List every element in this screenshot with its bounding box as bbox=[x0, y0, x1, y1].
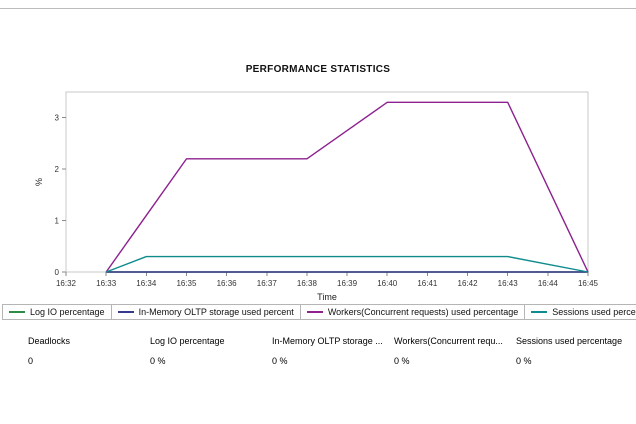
stats-row: Deadlocks 0 Log IO percentage 0 % In-Mem… bbox=[28, 336, 636, 366]
stat-deadlocks: Deadlocks 0 bbox=[28, 336, 150, 366]
legend-swatch-workers bbox=[306, 311, 323, 313]
stat-value: 0 % bbox=[272, 356, 288, 366]
svg-text:Time: Time bbox=[317, 292, 337, 300]
svg-text:16:38: 16:38 bbox=[297, 279, 318, 288]
svg-text:16:45: 16:45 bbox=[578, 279, 599, 288]
legend-label: Sessions used percentage bbox=[552, 307, 636, 317]
svg-text:16:36: 16:36 bbox=[217, 279, 238, 288]
svg-text:16:39: 16:39 bbox=[337, 279, 358, 288]
svg-text:16:43: 16:43 bbox=[498, 279, 519, 288]
stat-label: Log IO percentage bbox=[150, 336, 225, 346]
stat-sessions-used-percentage: Sessions used percentage 0 % bbox=[516, 336, 636, 366]
stat-value: 0 bbox=[28, 356, 34, 366]
chart-title: PERFORMANCE STATISTICS bbox=[245, 64, 391, 75]
legend-label: Workers(Concurrent requests) used percen… bbox=[327, 307, 519, 317]
top-divider bbox=[0, 8, 636, 9]
legend-label: In-Memory OLTP storage used percent bbox=[138, 307, 294, 317]
legend-item-sessions: Sessions used percentage bbox=[524, 304, 636, 320]
stat-label: In-Memory OLTP storage ... bbox=[272, 336, 383, 346]
legend-item-log-io-percentage: Log IO percentage bbox=[2, 304, 112, 320]
svg-text:16:40: 16:40 bbox=[377, 279, 398, 288]
legend-item-workers: Workers(Concurrent requests) used percen… bbox=[299, 304, 526, 320]
stat-log-io-percentage: Log IO percentage 0 % bbox=[150, 336, 272, 366]
stat-workers-concurrent-requests: Workers(Concurrent requ... 0 % bbox=[394, 336, 516, 366]
legend-swatch-log-io bbox=[9, 311, 25, 313]
svg-text:16:42: 16:42 bbox=[458, 279, 479, 288]
svg-text:3: 3 bbox=[55, 114, 60, 123]
svg-text:1: 1 bbox=[55, 217, 60, 226]
stat-label: Sessions used percentage bbox=[516, 336, 623, 346]
stat-value: 0 % bbox=[516, 356, 532, 366]
stat-label: Deadlocks bbox=[28, 336, 71, 346]
stat-value: 0 % bbox=[150, 356, 166, 366]
svg-text:16:32: 16:32 bbox=[56, 279, 77, 288]
svg-text:%: % bbox=[34, 178, 44, 186]
performance-chart: 0 1 2 3 16:32 16:33 16:34 16:35 16:36 16:37 16:38 1… bbox=[34, 91, 599, 300]
chart-legend: Log IO percentage In-Memory OLTP storage… bbox=[2, 304, 636, 320]
svg-text:2: 2 bbox=[55, 165, 60, 174]
legend-swatch-in-memory-oltp bbox=[117, 311, 134, 313]
svg-text:16:34: 16:34 bbox=[136, 279, 157, 288]
svg-text:16:37: 16:37 bbox=[257, 279, 278, 288]
svg-text:16:44: 16:44 bbox=[538, 279, 559, 288]
legend-label: Log IO percentage bbox=[30, 307, 105, 317]
legend-swatch-sessions bbox=[531, 311, 548, 313]
svg-text:0: 0 bbox=[55, 268, 60, 277]
legend-item-in-memory-oltp: In-Memory OLTP storage used percent bbox=[110, 304, 301, 320]
stat-label: Workers(Concurrent requ... bbox=[394, 336, 503, 346]
svg-text:16:41: 16:41 bbox=[417, 279, 438, 288]
stat-in-memory-oltp-storage: In-Memory OLTP storage ... 0 % bbox=[272, 336, 394, 366]
stat-value: 0 % bbox=[394, 356, 410, 366]
svg-text:16:33: 16:33 bbox=[96, 279, 117, 288]
svg-text:16:35: 16:35 bbox=[176, 279, 197, 288]
